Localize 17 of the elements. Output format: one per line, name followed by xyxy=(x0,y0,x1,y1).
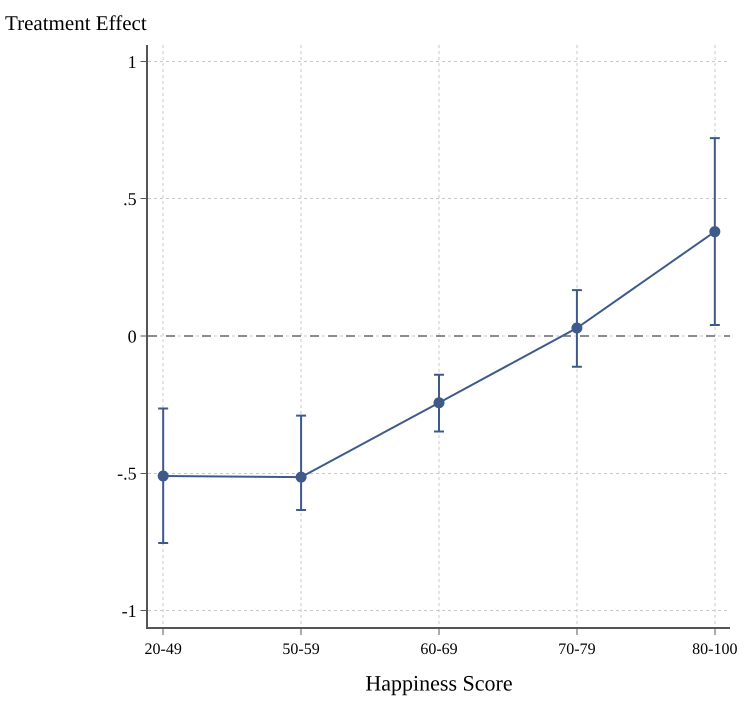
point xyxy=(434,397,444,408)
x-tick-label: 60-69 xyxy=(420,640,458,658)
point xyxy=(709,226,720,238)
x-tick-label: 50-59 xyxy=(282,640,320,658)
point xyxy=(571,322,582,334)
y-tick-label: 0 xyxy=(128,326,137,346)
y-axis-title: Treatment Effect xyxy=(5,11,147,35)
x-axis-title: Happiness Score xyxy=(365,670,513,696)
y-tick-label: .5 xyxy=(123,189,137,210)
y-tick-label: -1 xyxy=(122,600,137,621)
point xyxy=(158,470,169,482)
x-tick-label: 70-79 xyxy=(558,640,596,658)
x-tick-label: 80-100 xyxy=(692,640,738,658)
x-tick-label: 20-49 xyxy=(144,640,182,658)
point xyxy=(296,472,307,483)
y-tick-label: 1 xyxy=(128,52,137,72)
y-tick-label: -.5 xyxy=(117,464,137,484)
